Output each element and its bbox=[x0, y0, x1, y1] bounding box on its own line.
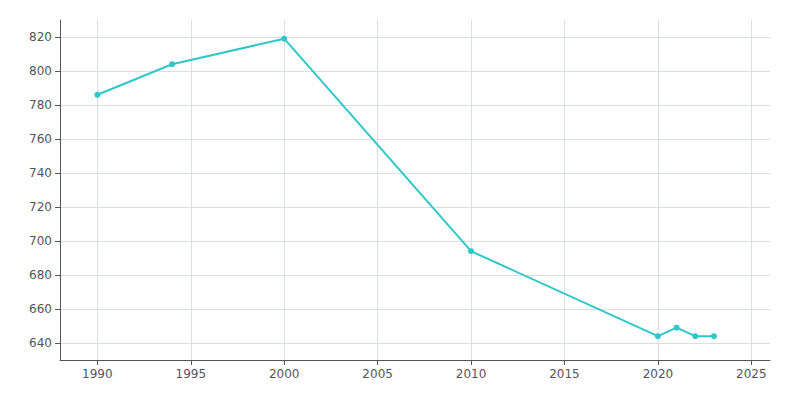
svg-text:2020: 2020 bbox=[643, 367, 674, 381]
svg-text:680: 680 bbox=[29, 268, 52, 282]
svg-text:700: 700 bbox=[29, 234, 52, 248]
svg-text:660: 660 bbox=[29, 302, 52, 316]
svg-text:740: 740 bbox=[29, 166, 52, 180]
svg-text:2010: 2010 bbox=[456, 367, 487, 381]
svg-text:2025: 2025 bbox=[736, 367, 767, 381]
svg-text:640: 640 bbox=[29, 336, 52, 350]
svg-text:2015: 2015 bbox=[549, 367, 580, 381]
svg-text:720: 720 bbox=[29, 200, 52, 214]
svg-text:820: 820 bbox=[29, 30, 52, 44]
svg-text:800: 800 bbox=[29, 64, 52, 78]
svg-text:760: 760 bbox=[29, 132, 52, 146]
svg-text:2000: 2000 bbox=[269, 367, 300, 381]
svg-text:2005: 2005 bbox=[362, 367, 393, 381]
svg-text:1990: 1990 bbox=[82, 367, 113, 381]
svg-text:780: 780 bbox=[29, 98, 52, 112]
svg-text:1995: 1995 bbox=[176, 367, 207, 381]
